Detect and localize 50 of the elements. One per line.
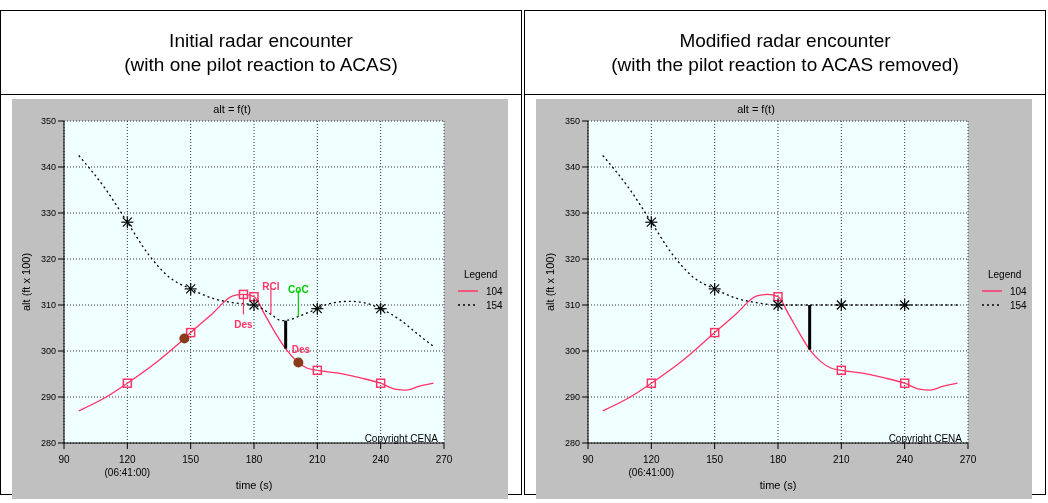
annotation: Des bbox=[291, 343, 311, 355]
annotation: Copyright CENA bbox=[888, 433, 962, 444]
y-tick-label: 280 bbox=[564, 438, 580, 449]
x-tick-label: 270 bbox=[435, 454, 453, 465]
x-tick-label: 150 bbox=[706, 454, 724, 465]
chart-title: Modified radar encounter (with the pilot reaction to ACAS removed) bbox=[524, 10, 1046, 95]
y-tick-label: 300 bbox=[40, 346, 56, 357]
x-tick-label: 90 bbox=[58, 454, 70, 465]
x-tick-label: 180 bbox=[245, 454, 263, 465]
legend-label: 154 bbox=[486, 299, 503, 311]
y-axis-title: alt (ft x 100) bbox=[543, 252, 556, 312]
y-tick-label: 340 bbox=[564, 162, 580, 173]
y-tick-label: 350 bbox=[40, 116, 56, 127]
y-tick-label: 300 bbox=[564, 346, 580, 357]
x-tick-label: 180 bbox=[769, 454, 787, 465]
y-tick-label: 290 bbox=[40, 392, 56, 403]
y-tick-label: 290 bbox=[564, 392, 580, 403]
legend-label: 104 bbox=[1010, 285, 1027, 297]
legend-label: 154 bbox=[1010, 299, 1027, 311]
y-tick-label: 330 bbox=[564, 208, 580, 219]
x-tick-label: 90 bbox=[582, 454, 594, 465]
y-tick-label: 320 bbox=[40, 254, 56, 265]
legend-title: Legend bbox=[464, 269, 499, 280]
x-tick-label: 120 (06:41:00) bbox=[104, 454, 151, 478]
annotation: Des bbox=[234, 319, 254, 331]
chart-subtitle: alt = f(t) bbox=[212, 103, 252, 115]
x-tick-label: 210 bbox=[308, 454, 327, 465]
x-axis-title: time (s) bbox=[235, 479, 273, 491]
legend-label: 104 bbox=[486, 285, 503, 297]
x-tick-label: 150 bbox=[182, 454, 200, 465]
y-axis-title: alt (ft x 100) bbox=[19, 252, 32, 312]
x-tick-label: 240 bbox=[896, 454, 914, 465]
y-tick-label: 330 bbox=[40, 208, 56, 219]
chart-subtitle: alt = f(t) bbox=[736, 103, 776, 115]
y-tick-label: 320 bbox=[564, 254, 580, 265]
y-tick-label: 280 bbox=[40, 438, 56, 449]
y-tick-label: 310 bbox=[564, 300, 580, 311]
chart-title: Initial radar encounter (with one pilot reaction to ACAS) bbox=[0, 10, 522, 95]
annotation: Copyright CENA bbox=[364, 433, 438, 444]
y-tick-label: 310 bbox=[40, 300, 56, 311]
x-tick-label: 210 bbox=[832, 454, 851, 465]
x-tick-label: 240 bbox=[372, 454, 390, 465]
y-tick-label: 350 bbox=[564, 116, 580, 127]
x-tick-label: 270 bbox=[959, 454, 977, 465]
annotation: CoC bbox=[288, 283, 309, 295]
x-axis-title: time (s) bbox=[759, 479, 797, 491]
legend-title: Legend bbox=[988, 269, 1023, 280]
y-tick-label: 340 bbox=[40, 162, 56, 173]
annotation: RCl bbox=[262, 281, 280, 293]
x-tick-label: 120 (06:41:00) bbox=[628, 454, 675, 478]
